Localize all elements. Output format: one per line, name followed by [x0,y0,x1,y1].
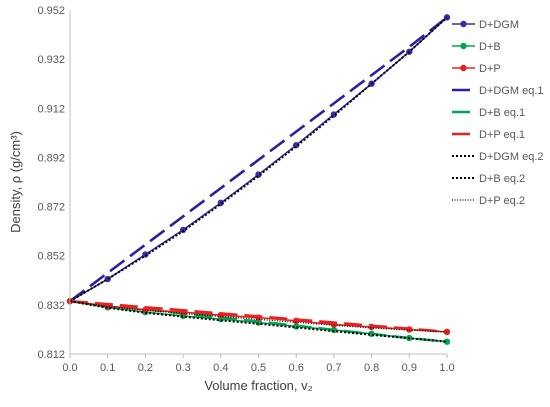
legend-item: D+B eq.1 [452,107,525,119]
x-tick-label: 0.0 [62,362,77,374]
series-line [69,300,448,343]
series-line [69,16,448,303]
legend-item: D+DGM eq.2 [452,151,544,163]
legend-label: D+DGM eq.2 [479,151,544,163]
legend-marker [460,20,467,28]
legend-item: D+B eq.2 [452,173,525,185]
y-axis-title: Density, ρ (g/cm³) [8,131,23,233]
x-tick-label: 0.8 [364,362,379,374]
y-tick-label: 0.852 [37,251,65,263]
x-axis-title: Volume fraction, v₂ [204,378,312,393]
data-point [443,328,451,336]
data-point [406,326,413,333]
axes: 0.0 0.1 0.2 0.3 0.4 0.5 0.6 0.7 0.8 0.9 1.0 0.8120… [8,5,455,393]
legend-item: D+DGM eq.1 [452,85,544,97]
legend-label: D+P eq.1 [479,129,525,141]
x-tick-label: 0.9 [402,362,417,374]
data-point [443,338,451,345]
legend-label: D+DGM [479,19,519,31]
data-point [179,309,187,316]
data-point [217,311,224,319]
legend-label: D+B [479,41,501,53]
y-tick-labels: 0.812 0.832 0.852 0.872 0.892 0.912 0.932 0.952 [37,5,65,361]
legend-label: D+DGM eq.1 [479,85,544,97]
x-tick-label: 0.4 [213,362,228,374]
legend-item: D+B [452,41,501,53]
x-tick-label: 0.1 [100,362,115,374]
legend-label: D+P eq.2 [479,195,525,207]
y-tick-label: 0.932 [37,54,65,66]
data-point [255,314,262,321]
series-line [69,300,448,333]
y-tick-label: 0.952 [37,5,65,17]
legend-label: D+B eq.1 [479,107,525,119]
y-tick-label: 0.812 [37,349,65,361]
series-line [69,16,448,303]
data-point [368,323,375,331]
y-tick-label: 0.892 [37,152,65,164]
x-tick-label: 0.3 [175,362,190,374]
data-point [142,251,149,258]
y-tick-label: 0.872 [37,202,65,214]
legend-item: D+P eq.2 [452,195,525,207]
legend-label: D+P [479,63,501,75]
legend: D+DGM D+B D+P D+DGM eq.1 D+B eq.1 D+P eq.1 D+D… [452,19,544,207]
legend-item: D+P [452,63,501,75]
x-tick-label: 0.2 [138,362,153,374]
x-tick-label: 0.6 [289,362,304,374]
y-tick-label: 0.832 [37,300,65,312]
legend-marker [460,64,467,72]
x-tick-label: 0.7 [326,362,341,374]
x-tick-label: 0.5 [251,362,266,374]
legend-item: D+P eq.1 [452,129,525,141]
legend-item: D+DGM [452,19,519,31]
legend-marker [460,42,467,50]
data-point [330,321,338,328]
x-tick-labels: 0.0 0.1 0.2 0.3 0.4 0.5 0.6 0.7 0.8 0.9 1.0 [62,354,455,374]
legend-label: D+B eq.2 [479,173,525,185]
y-tick-label: 0.912 [37,103,65,115]
x-tick-label: 1.0 [439,362,454,374]
plot-area [66,14,451,345]
